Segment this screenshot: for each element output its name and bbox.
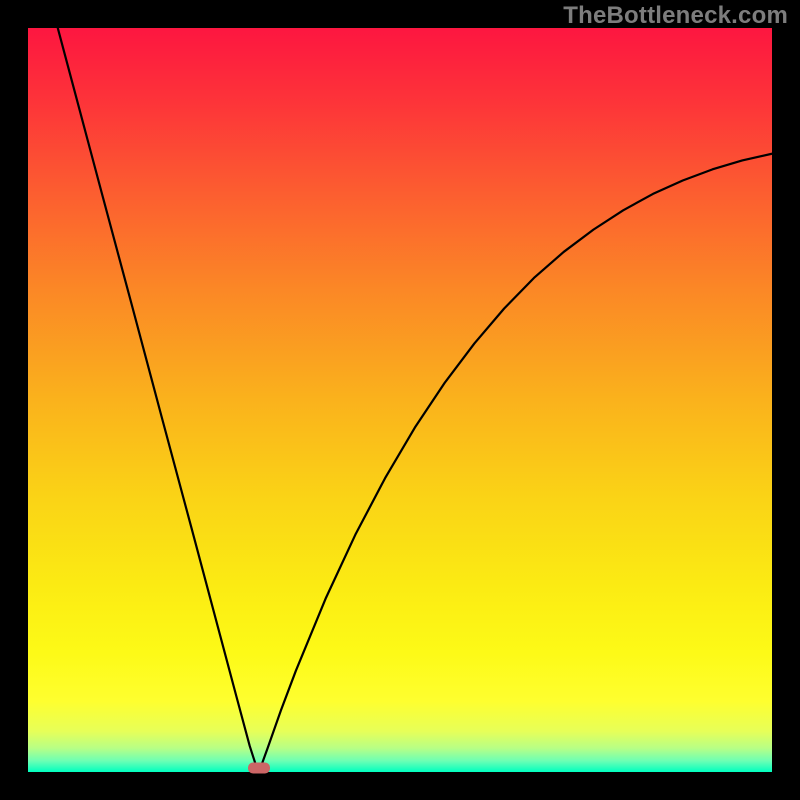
curve-line [28, 28, 772, 772]
chart-frame: TheBottleneck.com [0, 0, 800, 800]
minimum-marker [248, 763, 270, 774]
plot-area [28, 28, 772, 772]
watermark-text: TheBottleneck.com [563, 2, 788, 30]
